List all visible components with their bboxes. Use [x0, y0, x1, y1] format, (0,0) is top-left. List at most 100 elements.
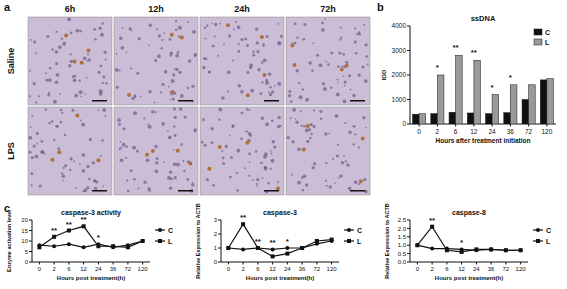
y-tick-label: 0.5	[398, 251, 407, 257]
x-tick	[473, 124, 474, 127]
nucleus	[183, 170, 185, 172]
nucleus	[249, 109, 251, 111]
x-tick-label: 0	[417, 128, 421, 135]
nucleus	[64, 164, 67, 167]
nucleus	[201, 141, 204, 144]
marker	[285, 246, 289, 250]
nucleus	[163, 32, 165, 34]
nucleus	[48, 78, 52, 82]
nucleus	[277, 41, 281, 45]
marker	[415, 243, 419, 247]
nucleus	[170, 51, 174, 55]
nucleus	[53, 139, 55, 141]
nucleus	[343, 100, 347, 104]
nucleus	[271, 119, 274, 122]
nucleus	[277, 23, 279, 25]
nucleus	[348, 187, 352, 191]
nucleus	[143, 118, 145, 120]
y-axis-title: Relative Expression to ACTB	[384, 203, 390, 279]
nucleus	[29, 151, 32, 154]
nucleus	[264, 167, 268, 171]
nucleus	[355, 52, 357, 54]
nucleus	[178, 26, 182, 30]
nucleus	[70, 157, 73, 160]
bar	[419, 114, 426, 124]
y-axis-title: Enzyme activation level	[6, 210, 12, 272]
y-tick-label: 2.0	[398, 226, 407, 232]
nucleus	[288, 94, 291, 97]
y-tick	[218, 234, 221, 235]
nucleus	[363, 24, 365, 26]
y-tick-label: 0.0	[398, 259, 407, 265]
nucleus	[202, 118, 205, 121]
micrograph	[28, 17, 112, 105]
chart-title: caspase-8	[452, 209, 486, 217]
x-tick	[419, 124, 420, 127]
y-tick	[218, 248, 221, 249]
nucleus	[188, 59, 192, 63]
nucleus	[263, 155, 267, 159]
x-tick-label: 2	[430, 266, 434, 272]
nucleus	[30, 172, 33, 175]
nucleus	[313, 109, 315, 111]
nucleus	[82, 153, 86, 157]
y-tick-label: 1.0	[398, 242, 407, 248]
stained-cell	[245, 141, 249, 145]
nucleus	[39, 184, 42, 187]
chart-title: caspase-3 activity	[61, 209, 121, 217]
nucleus	[191, 85, 194, 88]
nucleus	[269, 86, 271, 88]
micrograph	[200, 107, 284, 195]
significance: **	[81, 215, 88, 224]
nucleus	[340, 36, 342, 38]
nucleus	[173, 149, 175, 151]
x-axis	[221, 262, 339, 263]
nucleus	[87, 53, 89, 55]
nucleus	[133, 178, 136, 181]
nucleus	[125, 146, 127, 148]
y-tick-label: 3	[214, 217, 218, 223]
nucleus	[319, 63, 323, 67]
nucleus	[305, 98, 309, 102]
nucleus	[148, 45, 150, 47]
x-tick-label: 0	[38, 266, 42, 272]
nucleus	[41, 151, 44, 154]
x-tick	[302, 262, 303, 265]
nucleus	[101, 22, 103, 24]
nucleus	[105, 82, 108, 85]
nucleus	[96, 181, 99, 184]
nucleus	[186, 178, 189, 181]
significance: *	[436, 63, 440, 72]
nucleus	[204, 144, 207, 147]
nucleus	[73, 78, 77, 82]
nucleus	[249, 66, 252, 69]
x-tick-label: 6	[67, 266, 71, 272]
bar	[540, 80, 547, 124]
nucleus	[232, 60, 234, 62]
nucleus	[248, 175, 250, 177]
nucleus	[229, 176, 232, 179]
nucleus	[227, 70, 231, 74]
nucleus	[86, 186, 89, 189]
stained-cell	[176, 149, 180, 153]
nucleus	[131, 97, 134, 100]
x-tick-label: 120	[541, 128, 552, 135]
nucleus	[174, 116, 177, 119]
nucleus	[218, 108, 222, 112]
nucleus	[160, 91, 162, 93]
column-label: 12h	[148, 4, 164, 14]
nucleus	[175, 54, 179, 58]
scale-bar	[92, 100, 107, 102]
nucleus	[156, 157, 159, 160]
stained-cell	[306, 124, 310, 128]
nucleus	[138, 37, 141, 40]
stained-cell	[340, 68, 344, 72]
nucleus	[277, 181, 279, 183]
significance: **	[240, 213, 247, 222]
y-tick	[407, 253, 410, 254]
x-tick	[113, 262, 114, 265]
bar	[467, 113, 474, 124]
significance: **	[453, 43, 460, 52]
nucleus	[176, 163, 180, 167]
legend-marker	[158, 239, 162, 243]
